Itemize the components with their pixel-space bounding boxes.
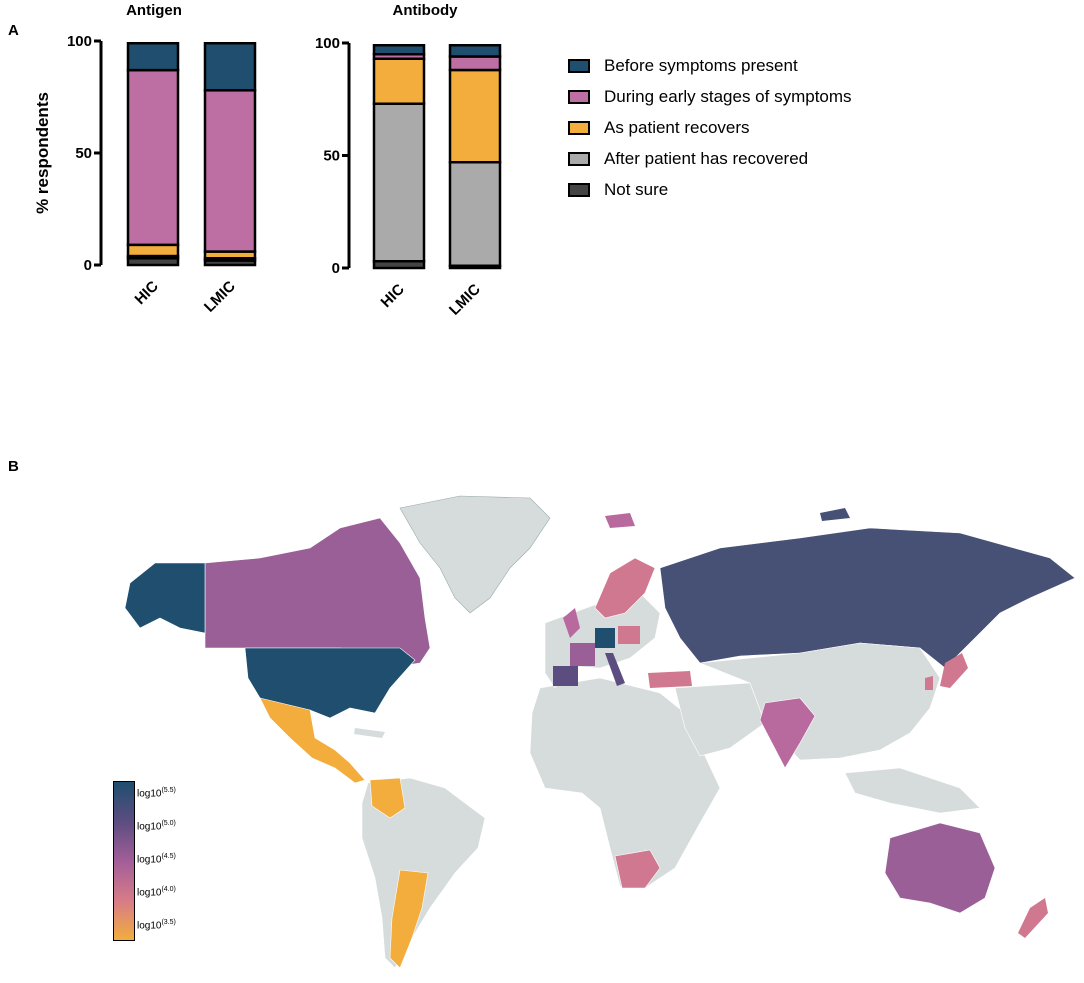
- colorbar-label: log10(3.5): [137, 919, 176, 932]
- map-region-france: [570, 643, 595, 666]
- y-tick-label: 100: [67, 33, 92, 50]
- bar-segment: [203, 89, 257, 253]
- map-region-alaska: [124, 562, 206, 634]
- y-tick-label: 0: [332, 260, 340, 277]
- map-region-colombia: [369, 777, 406, 819]
- y-tick-label: 0: [84, 257, 92, 274]
- panel-a-label: A: [8, 22, 19, 39]
- map-region-uk: [563, 608, 580, 638]
- map-region-india: [759, 697, 816, 769]
- map-region-poland: [618, 626, 640, 644]
- colorbar-label: log10(4.0): [137, 886, 176, 899]
- map-colorbar: [113, 781, 135, 941]
- colorbar-label: log10(5.0): [137, 820, 176, 833]
- map-region-japan: [940, 653, 968, 688]
- map-region-italy: [605, 653, 625, 686]
- bar-segment: [372, 57, 426, 105]
- legend-item: During early stages of symptoms: [568, 81, 852, 112]
- legend-item: Not sure: [568, 174, 852, 205]
- chart-title: Antigen: [126, 2, 182, 19]
- bar-segment: [448, 44, 502, 58]
- legend-label: Before symptoms present: [604, 55, 798, 75]
- map-region-argentina: [389, 869, 429, 969]
- bar-segment: [203, 41, 257, 92]
- stacked-bar-charts: Antigen 0 50 100 % respondents HIC LMIC Antibod…: [33, 2, 502, 319]
- map-region-spain: [553, 666, 578, 686]
- map-region-turkey: [648, 671, 692, 688]
- legend-item: Before symptoms present: [568, 50, 852, 81]
- chart-title: Antibody: [393, 2, 459, 19]
- legend-swatch: [568, 151, 590, 166]
- map-region-scandinavia: [594, 557, 656, 619]
- map-region-greenland: [399, 495, 551, 614]
- y-tick-label: 100: [315, 35, 340, 52]
- y-tick-label: 50: [75, 145, 92, 162]
- bar-segment: [126, 68, 180, 247]
- bar-segment: [126, 243, 180, 258]
- legend-swatch: [568, 89, 590, 104]
- x-tick-label: HIC: [378, 281, 408, 311]
- map-region-australia: [884, 822, 996, 914]
- colorbar-label: log10(4.5): [137, 853, 176, 866]
- y-axis-label: % respondents: [33, 92, 52, 214]
- panel-b-label: B: [8, 458, 19, 475]
- legend-item: After patient has recovered: [568, 143, 852, 174]
- world-map: [100, 488, 1080, 983]
- map-region-arctic-russia: [820, 508, 850, 521]
- legend-item: As patient recovers: [568, 112, 852, 143]
- map-region-canada: [204, 517, 431, 667]
- legend-label: As patient recovers: [604, 117, 750, 137]
- colorbar-label: log10(5.5): [137, 787, 176, 800]
- bar-segment: [126, 41, 180, 72]
- map-region-germany: [595, 628, 615, 648]
- x-tick-label: HIC: [132, 278, 162, 308]
- chart-legend: Before symptoms present During early stag…: [568, 50, 852, 205]
- legend-swatch: [568, 58, 590, 73]
- map-region-svalbard: [605, 513, 635, 528]
- map-region-korea: [925, 676, 933, 690]
- x-tick-label: LMIC: [446, 281, 484, 319]
- map-region-south-africa: [614, 849, 661, 889]
- map-region-usa: [244, 647, 416, 719]
- map-region-caribbean: [354, 728, 385, 738]
- map-region-southeast-asia: [844, 767, 981, 814]
- bar-segment: [448, 68, 502, 164]
- y-tick-label: 50: [323, 148, 340, 165]
- legend-swatch: [568, 182, 590, 197]
- legend-label: After patient has recovered: [604, 148, 809, 168]
- legend-label: Not sure: [604, 179, 669, 199]
- x-tick-label: LMIC: [201, 278, 239, 316]
- map-region-mexico: [259, 697, 366, 784]
- legend-swatch: [568, 120, 590, 135]
- bar-segment: [448, 55, 502, 72]
- map-region-new-zealand: [1018, 898, 1048, 938]
- bar-segment: [372, 102, 426, 263]
- bar-segment: [448, 161, 502, 267]
- legend-label: During early stages of symptoms: [604, 86, 852, 106]
- bar-segment: [372, 44, 426, 56]
